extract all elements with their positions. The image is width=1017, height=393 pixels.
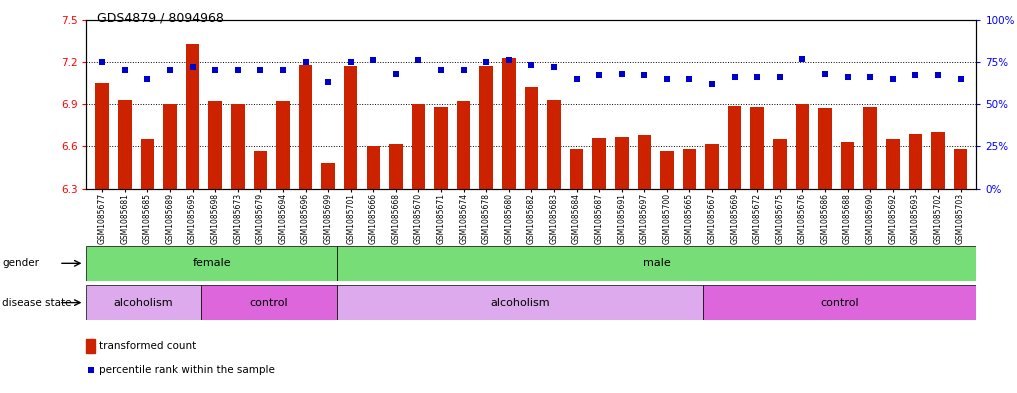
Point bbox=[930, 72, 946, 79]
Bar bbox=[795, 104, 810, 189]
Point bbox=[387, 71, 404, 77]
Point bbox=[839, 74, 855, 80]
Point bbox=[500, 57, 517, 63]
Bar bbox=[118, 100, 131, 189]
Bar bbox=[140, 140, 155, 189]
Point bbox=[862, 74, 879, 80]
Point bbox=[750, 74, 766, 80]
Bar bbox=[547, 100, 560, 189]
Point bbox=[817, 71, 833, 77]
Bar bbox=[277, 101, 290, 189]
Bar bbox=[344, 66, 357, 189]
Bar bbox=[231, 104, 244, 189]
Point bbox=[456, 67, 472, 73]
Point bbox=[681, 75, 698, 82]
Text: transformed count: transformed count bbox=[100, 341, 196, 351]
Bar bbox=[660, 151, 673, 189]
Text: disease state: disease state bbox=[2, 298, 71, 308]
Point bbox=[885, 75, 901, 82]
Bar bbox=[751, 107, 764, 189]
Bar bbox=[682, 149, 697, 189]
Bar bbox=[638, 135, 651, 189]
Point bbox=[637, 72, 653, 79]
Bar bbox=[96, 83, 109, 189]
Bar bbox=[570, 149, 584, 189]
Bar bbox=[479, 66, 493, 189]
Text: GDS4879 / 8094968: GDS4879 / 8094968 bbox=[97, 12, 224, 25]
Point bbox=[275, 67, 291, 73]
Point bbox=[162, 67, 178, 73]
Bar bbox=[412, 104, 425, 189]
Bar bbox=[390, 143, 403, 189]
Bar bbox=[366, 147, 380, 189]
Point bbox=[952, 75, 968, 82]
Point bbox=[433, 67, 450, 73]
Text: percentile rank within the sample: percentile rank within the sample bbox=[100, 365, 276, 375]
Bar bbox=[863, 107, 877, 189]
Bar bbox=[615, 136, 629, 189]
Point bbox=[184, 64, 200, 70]
Text: alcoholism: alcoholism bbox=[114, 298, 173, 308]
Point bbox=[659, 75, 675, 82]
Bar bbox=[86, 285, 200, 320]
Point bbox=[907, 72, 923, 79]
Bar bbox=[253, 151, 267, 189]
Point bbox=[613, 71, 630, 77]
Bar bbox=[728, 106, 741, 189]
Point bbox=[343, 59, 359, 65]
Bar bbox=[208, 101, 222, 189]
Text: control: control bbox=[820, 298, 858, 308]
Text: male: male bbox=[643, 258, 671, 268]
Text: alcoholism: alcoholism bbox=[490, 298, 550, 308]
Bar bbox=[908, 134, 922, 189]
Point bbox=[82, 367, 99, 373]
Point bbox=[252, 67, 268, 73]
Point bbox=[297, 59, 313, 65]
Bar bbox=[886, 140, 899, 189]
Point bbox=[95, 59, 111, 65]
Bar bbox=[703, 285, 976, 320]
Bar bbox=[86, 339, 96, 353]
Point bbox=[139, 75, 156, 82]
Bar bbox=[164, 104, 177, 189]
Bar bbox=[200, 285, 338, 320]
Bar bbox=[321, 163, 335, 189]
Point bbox=[320, 79, 337, 85]
Bar bbox=[932, 132, 945, 189]
Bar bbox=[338, 285, 703, 320]
Point bbox=[794, 55, 811, 62]
Bar bbox=[186, 44, 199, 189]
Point bbox=[117, 67, 133, 73]
Point bbox=[704, 81, 720, 87]
Point bbox=[478, 59, 494, 65]
Bar bbox=[592, 138, 606, 189]
Bar bbox=[819, 108, 832, 189]
Bar bbox=[86, 246, 338, 281]
Bar bbox=[954, 149, 967, 189]
Bar bbox=[706, 143, 719, 189]
Point bbox=[230, 67, 246, 73]
Bar bbox=[457, 101, 471, 189]
Point bbox=[365, 57, 381, 63]
Bar bbox=[434, 107, 447, 189]
Bar bbox=[338, 246, 976, 281]
Text: female: female bbox=[192, 258, 231, 268]
Text: gender: gender bbox=[2, 258, 39, 268]
Point bbox=[569, 75, 585, 82]
Point bbox=[207, 67, 224, 73]
Text: control: control bbox=[249, 298, 288, 308]
Point bbox=[591, 72, 607, 79]
Bar bbox=[525, 87, 538, 189]
Bar bbox=[841, 142, 854, 189]
Point bbox=[726, 74, 742, 80]
Point bbox=[410, 57, 426, 63]
Bar bbox=[299, 65, 312, 189]
Point bbox=[546, 64, 562, 70]
Point bbox=[772, 74, 788, 80]
Bar bbox=[502, 58, 516, 189]
Point bbox=[523, 62, 539, 68]
Bar bbox=[773, 140, 786, 189]
